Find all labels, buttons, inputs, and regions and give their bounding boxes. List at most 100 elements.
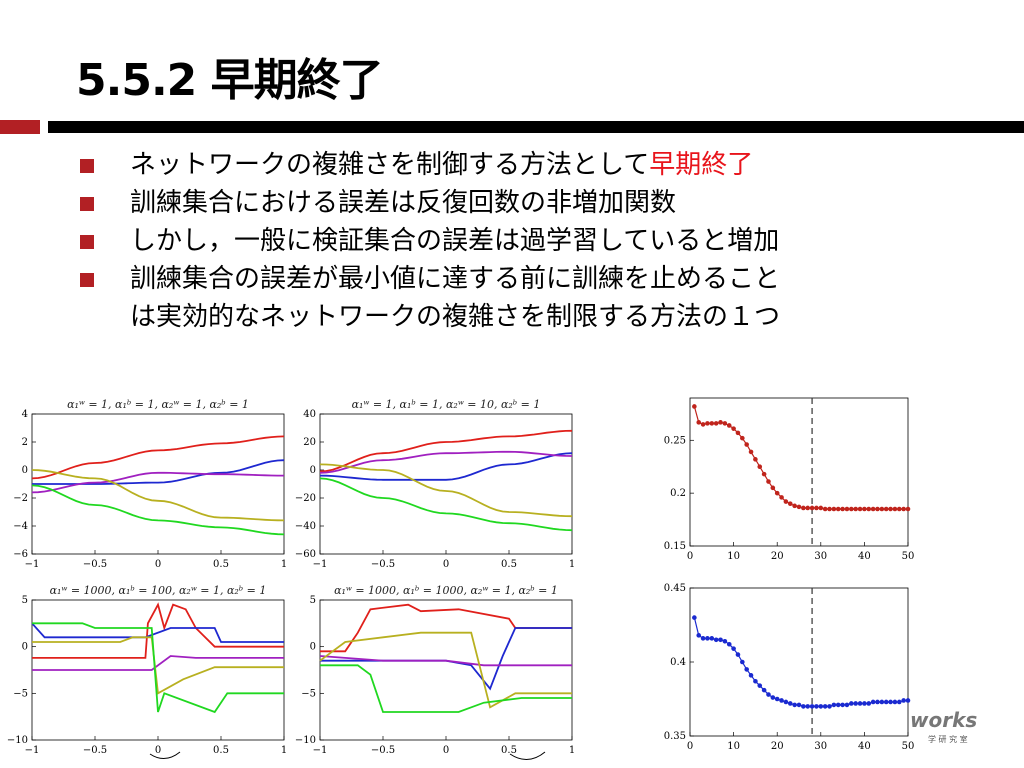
x-tick-label: 0 xyxy=(687,551,693,562)
data-point xyxy=(792,702,797,708)
series-line xyxy=(319,655,572,667)
data-point xyxy=(753,457,758,462)
y-tick-label: 2 xyxy=(22,437,28,448)
data-point xyxy=(827,704,832,709)
data-point xyxy=(805,505,811,511)
data-point xyxy=(849,506,854,512)
bullet-text: しかし，一般に検証集合の誤差は過学習していると増加 xyxy=(130,226,780,256)
data-point xyxy=(696,633,702,638)
data-point xyxy=(787,701,793,706)
chart-1: α₁ʷ = 1, α₁ᵇ = 1, α₂ʷ = 10, α₂ᵇ = 1 −60 −4… xyxy=(295,398,575,570)
series-line xyxy=(319,429,573,473)
works-logo: works 学 研 究 室 xyxy=(910,708,977,744)
bullet-text: 訓練集合の誤差が最小値に達する前に訓練を止めること xyxy=(130,264,781,294)
data-point xyxy=(840,702,845,708)
data-point xyxy=(849,701,854,706)
bullet-item-continuation: は実効的なネットワークの複雑さを制限する方法の１つ xyxy=(0,298,1024,336)
data-point xyxy=(831,702,837,708)
title-underline-bar xyxy=(48,121,1024,133)
data-point xyxy=(735,652,741,657)
data-point xyxy=(770,695,776,700)
data-point xyxy=(835,702,841,708)
x-tick-label: 0 xyxy=(155,745,161,756)
y-tick-label: −5 xyxy=(13,688,28,699)
data-point xyxy=(709,636,715,641)
data-point xyxy=(740,659,745,665)
data-point xyxy=(883,506,889,512)
data-point xyxy=(757,683,763,688)
data-point xyxy=(796,504,802,510)
data-point xyxy=(774,696,780,702)
data-point xyxy=(896,506,902,512)
chart-0: α₁ʷ = 1, α₁ᵇ = 1, α₂ʷ = 1, α₂ᵇ = 1 −6 −4 −2… xyxy=(13,398,287,570)
series-line xyxy=(31,435,285,480)
data-point xyxy=(801,505,806,511)
x-tick-label: 50 xyxy=(902,741,915,752)
x-tick-label: 0.5 xyxy=(501,559,517,570)
data-point xyxy=(879,699,885,705)
y-tick-label: −10 xyxy=(7,735,28,746)
x-tick-label: −1 xyxy=(313,745,328,756)
chart-5: 0.35 0.4 0.45 0 10 20 30 40 50 xyxy=(664,583,915,752)
series-line xyxy=(32,459,285,485)
data-point xyxy=(713,637,719,643)
x-tick-label: 0.5 xyxy=(501,745,517,756)
x-tick-label: 20 xyxy=(771,551,784,562)
data-point xyxy=(700,422,706,427)
y-tick-label: 0 xyxy=(22,642,28,653)
y-tick-label: 40 xyxy=(303,409,316,420)
data-point xyxy=(901,506,906,512)
y-tick-label: 0.4 xyxy=(670,657,686,668)
data-point xyxy=(844,506,850,512)
y-tick-label: 0.15 xyxy=(664,541,686,552)
data-point xyxy=(866,506,872,512)
data-point xyxy=(735,430,741,436)
data-point xyxy=(718,420,723,425)
square-bullet-icon xyxy=(80,235,94,249)
x-tick-label: 50 xyxy=(902,551,915,562)
y-tick-label: 0 xyxy=(22,465,28,476)
data-point xyxy=(744,667,749,672)
data-point xyxy=(783,499,789,504)
x-tick-label: 0.5 xyxy=(213,559,229,570)
series-line xyxy=(319,452,573,481)
series-line xyxy=(32,655,284,671)
data-point xyxy=(831,506,837,512)
data-point xyxy=(692,615,697,620)
series-line xyxy=(319,463,573,518)
bullet-text: ネットワークの複雑さを制御する方法として xyxy=(130,150,650,180)
data-point xyxy=(757,464,763,470)
data-point xyxy=(726,423,732,428)
logo-subtext: 学 研 究 室 xyxy=(928,734,968,744)
y-tick-label: 0 xyxy=(310,465,316,476)
data-point xyxy=(892,699,898,705)
data-point xyxy=(840,506,845,512)
x-tick-label: 1 xyxy=(569,559,575,570)
data-point xyxy=(862,701,867,706)
highlight-text: 早期終了 xyxy=(649,150,754,180)
data-point xyxy=(905,698,911,703)
x-tick-label: 30 xyxy=(814,741,827,752)
data-point xyxy=(779,698,784,703)
x-tick-label: 0 xyxy=(155,559,161,570)
bullet-list: ネットワークの複雑さを制御する方法として早期終了 訓練集合における誤差は反復回数… xyxy=(0,146,1024,336)
figure-panel: α₁ʷ = 1, α₁ᵇ = 1, α₂ʷ = 1, α₂ᵇ = 1 −6 −4 −2… xyxy=(7,397,977,760)
data-point xyxy=(857,506,863,512)
x-tick-label: −0.5 xyxy=(83,559,107,570)
data-point xyxy=(801,704,806,709)
data-point xyxy=(835,506,841,512)
x-tick-label: 0 xyxy=(443,559,449,570)
y-tick-label: 5 xyxy=(310,595,316,606)
data-point xyxy=(722,421,728,426)
plot-frame xyxy=(319,413,573,555)
data-point xyxy=(766,692,771,697)
data-point xyxy=(805,704,811,709)
logo-text: works xyxy=(910,708,977,732)
x-tick-label: −0.5 xyxy=(83,745,107,756)
y-tick-label: 0.2 xyxy=(670,488,686,499)
square-bullet-icon xyxy=(80,197,94,211)
bullet-item: ネットワークの複雑さを制御する方法として早期終了 xyxy=(0,146,1024,184)
x-tick-label: 10 xyxy=(727,551,740,562)
bullet-item: 訓練集合の誤差が最小値に達する前に訓練を止めること xyxy=(0,260,1024,298)
y-tick-label: −60 xyxy=(295,549,316,560)
